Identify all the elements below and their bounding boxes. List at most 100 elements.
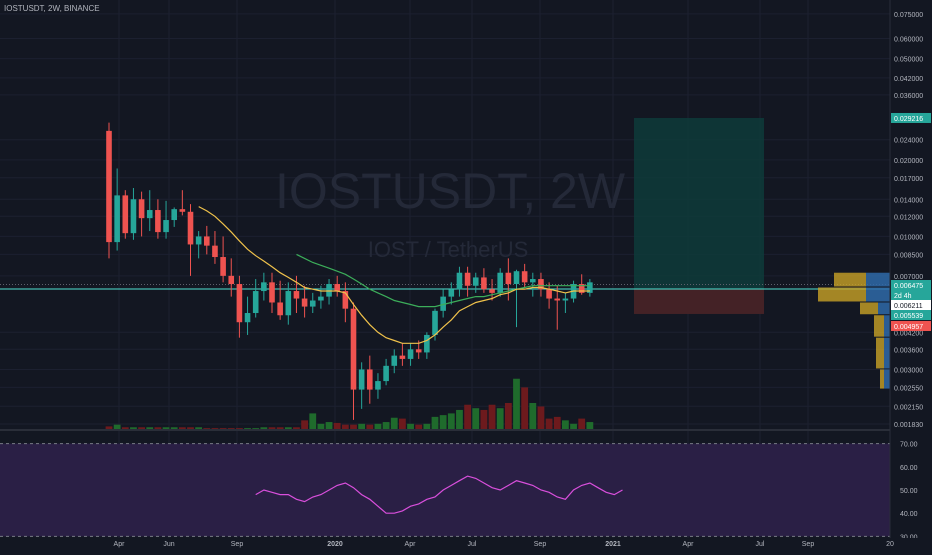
price-tick-label: 0.024000: [894, 138, 923, 145]
volume-bar: [586, 422, 594, 429]
rsi-band: [0, 443, 890, 537]
candle-body: [554, 298, 561, 301]
candle-body: [464, 272, 471, 286]
candle-body: [358, 369, 365, 390]
position-zones[interactable]: [634, 117, 764, 314]
volume-bar: [244, 428, 251, 429]
volume-bar: [276, 427, 284, 429]
watermark-subtitle: IOST / TetherUS: [368, 237, 529, 262]
volume-bar: [366, 424, 374, 429]
volume-bar: [399, 418, 406, 429]
watermark-title: IOSTUSDT, 2W: [275, 163, 626, 219]
time-tick-label: 2020: [327, 541, 343, 548]
profile-bar-down: [876, 337, 884, 369]
rsi-tick-label: 30.00: [900, 534, 918, 541]
candle-body: [399, 355, 406, 359]
volume-bar: [423, 423, 431, 429]
time-tick-label: Apr: [405, 541, 417, 548]
rsi-tick-label: 50.00: [900, 488, 918, 495]
price-badge: [891, 321, 931, 331]
volume-bar: [178, 427, 186, 429]
candle-body: [350, 308, 357, 390]
volume-bar: [488, 404, 496, 429]
candle-body: [562, 298, 569, 301]
volume-bar: [472, 408, 480, 429]
candle-body: [269, 282, 275, 303]
candle-body: [530, 279, 536, 283]
volume-bar: [301, 420, 308, 429]
candle-body: [521, 271, 528, 283]
profile-bar-up: [866, 287, 890, 302]
profile-bar-down: [874, 315, 884, 337]
volume-bar: [146, 427, 154, 429]
price-axis[interactable]: 0.075000 0.060000 0.050000 0.042000 0.036000…: [889, 0, 932, 550]
candle-body: [546, 289, 552, 299]
candle-body: [179, 209, 186, 212]
volume-bar: [390, 417, 398, 429]
volume-bar: [138, 427, 145, 429]
stop-zone: [634, 289, 764, 314]
candle-body: [285, 291, 292, 316]
rsi-line: [255, 475, 623, 514]
volume-profile: [818, 272, 890, 389]
time-tick-label: 2021: [605, 541, 621, 548]
candle-body: [195, 236, 202, 245]
volume-bar: [537, 406, 545, 429]
volume-bar: [464, 404, 471, 429]
volume-bar: [236, 428, 243, 429]
time-tick-label: Apr: [114, 541, 126, 548]
candle-body: [375, 381, 381, 390]
profile-bar-down: [860, 302, 878, 315]
volume-bar: [358, 423, 366, 429]
price-tick-label: 0.003600: [894, 347, 923, 354]
volume-bar: [211, 428, 219, 429]
price-tick-label: 0.003000: [894, 367, 923, 374]
rsi-pane[interactable]: [0, 429, 932, 537]
time-tick-label: Sep: [534, 541, 547, 548]
candles[interactable]: [106, 122, 593, 420]
candle-body: [252, 291, 259, 314]
candle-body: [448, 289, 455, 297]
price-tick-label: 0.007000: [894, 274, 923, 281]
candle-body: [432, 310, 438, 335]
price-badge: [891, 290, 931, 300]
candle-body: [424, 334, 430, 353]
volume-bar: [130, 427, 137, 429]
profile-bar-down: [880, 369, 884, 389]
candle-body: [130, 199, 137, 234]
price-tick-label: 0.002150: [894, 404, 923, 411]
volume-bar: [341, 424, 349, 429]
price-badge-label: 0.005539: [894, 313, 923, 320]
volume-bars: [105, 378, 594, 429]
price-tick-label: 0.075000: [894, 12, 923, 19]
volume-bar: [570, 423, 577, 429]
time-axis-bg: [0, 538, 932, 550]
price-badge: [891, 280, 931, 290]
volume-bar: [350, 424, 357, 429]
candle-body: [220, 257, 226, 276]
candle-body: [309, 300, 316, 307]
volume-bar: [203, 428, 211, 429]
profile-bar-up: [884, 369, 890, 389]
volume-bar: [113, 424, 121, 429]
volume-bar: [439, 415, 447, 429]
time-tick-label: 20: [886, 541, 894, 548]
rsi-tick-label: 70.00: [900, 442, 918, 449]
price-badge: [891, 112, 931, 123]
candle-body: [204, 236, 210, 246]
horizontal-line[interactable]: [0, 283, 890, 290]
volume-bar: [447, 413, 455, 429]
volume-bar: [382, 422, 390, 429]
volume-bar: [374, 423, 382, 429]
volume-bar: [407, 423, 414, 429]
price-badge-label: 0.006475: [894, 283, 923, 290]
volume-bar: [195, 427, 203, 429]
volume-bar: [170, 427, 178, 429]
price-tick-label: 0.004200: [894, 330, 923, 337]
candle-body: [293, 291, 300, 299]
time-axis[interactable]: Apr Jun Sep 2020 Apr Jul Sep 2021 Apr Jul Sep 20: [0, 538, 932, 550]
volume-bar: [293, 427, 300, 429]
candle-body: [342, 291, 349, 309]
